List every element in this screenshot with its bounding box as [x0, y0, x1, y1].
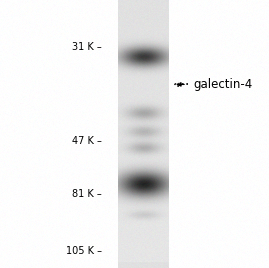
Text: 81 K –: 81 K – — [72, 189, 102, 199]
Text: galectin-4: galectin-4 — [194, 78, 253, 91]
Text: 105 K –: 105 K – — [66, 245, 102, 256]
Text: 47 K –: 47 K – — [72, 136, 102, 146]
Text: 31 K –: 31 K – — [72, 42, 102, 52]
